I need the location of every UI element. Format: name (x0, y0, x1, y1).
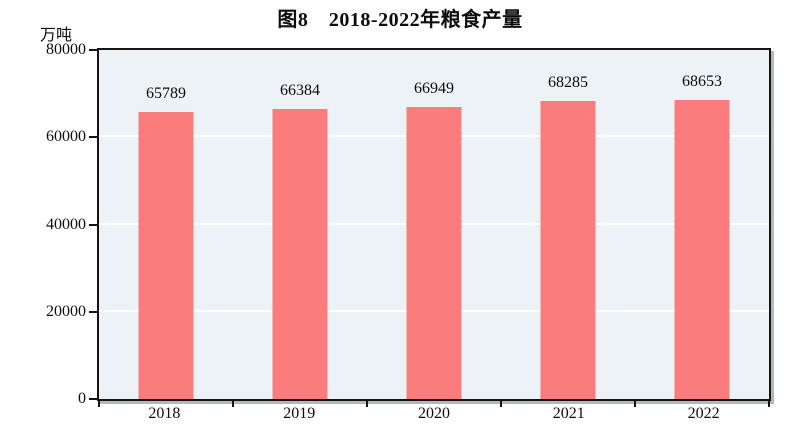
bar (138, 112, 194, 399)
x-tick-label: 2019 (283, 405, 316, 422)
x-tick-mark (366, 401, 368, 407)
bar-cell: 65789 (99, 50, 233, 399)
y-tick-label: 60000 (46, 128, 86, 146)
y-tick-mark (89, 310, 97, 313)
bar-value-label: 66384 (280, 82, 320, 100)
bar-cell: 68653 (635, 50, 769, 399)
x-tick-label: 2022 (687, 405, 720, 422)
bar (540, 101, 596, 399)
x-tick-label: 2021 (552, 405, 585, 422)
bar (272, 109, 328, 399)
x-tick-mark (768, 401, 770, 407)
chart-title: 图8 2018-2022年粮食产量 (277, 9, 523, 31)
bar (674, 99, 730, 399)
y-tick-label: 20000 (46, 302, 86, 320)
bars-row: 65789 66384 66949 68285 68653 (99, 50, 769, 399)
y-axis-labels: 0 20000 40000 60000 80000 (0, 42, 86, 407)
y-tick-label: 0 (78, 390, 86, 407)
plot-area: 65789 66384 66949 68285 68653 (89, 48, 771, 407)
x-tick-label: 2018 (148, 405, 181, 422)
y-axis-unit-label: 万吨 (40, 27, 73, 44)
y-tick-label: 40000 (46, 215, 86, 233)
bar-value-label: 68653 (682, 72, 722, 90)
x-tick-label: 2020 (417, 405, 450, 422)
bar-value-label: 66949 (414, 79, 454, 97)
bar-value-label: 65789 (146, 85, 186, 102)
x-tick-mark (98, 401, 100, 407)
y-tick-mark (89, 136, 97, 139)
x-tick-mark (500, 401, 502, 407)
x-tick-mark (232, 401, 234, 407)
y-tick-label: 80000 (46, 41, 86, 58)
y-tick-mark (89, 223, 97, 226)
bar (406, 106, 462, 399)
y-tick-mark (89, 49, 97, 51)
bar-value-label: 68285 (548, 74, 588, 92)
bar-cell: 66949 (367, 50, 501, 399)
x-tick-mark (634, 401, 636, 407)
x-axis-labels: 2018 2019 2020 2021 2022 (97, 405, 771, 423)
y-tick-mark (89, 398, 97, 400)
bar-cell: 68285 (501, 50, 635, 399)
bar-cell: 66384 (233, 50, 367, 399)
